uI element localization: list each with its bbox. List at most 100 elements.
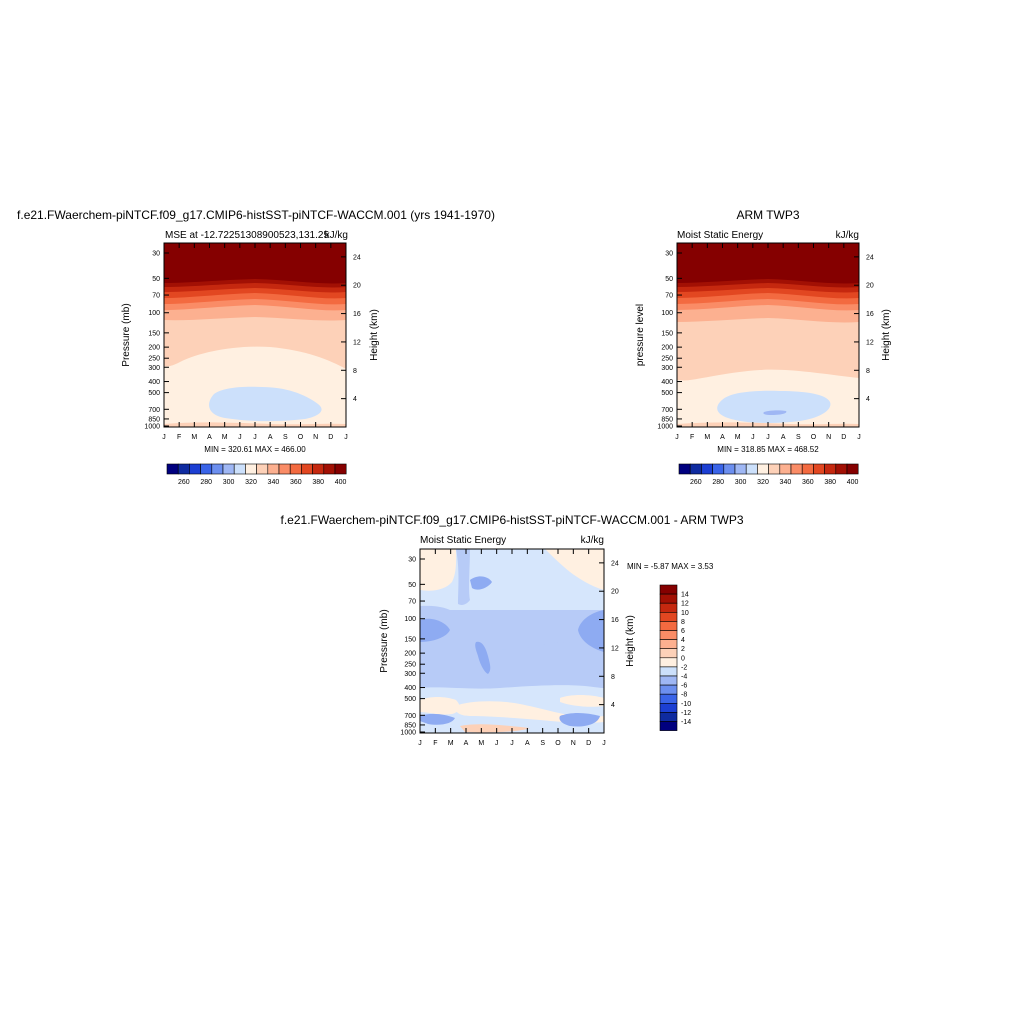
x-tick-label: O bbox=[811, 434, 817, 441]
x-tick-label: O bbox=[298, 434, 304, 441]
y-tick-label: 1000 bbox=[400, 730, 416, 737]
x-tick-label: A bbox=[207, 434, 212, 441]
x-tick-label: J bbox=[418, 740, 422, 747]
panel-diff-units: kJ/kg bbox=[581, 535, 604, 546]
colorbar-label: 360 bbox=[802, 479, 814, 486]
colorbar-label: 360 bbox=[290, 479, 302, 486]
colorbar-swatch bbox=[659, 657, 678, 668]
colorbar-swatch bbox=[200, 463, 213, 475]
x-tick-label: O bbox=[555, 740, 561, 747]
colorbar-swatch bbox=[659, 602, 678, 613]
y-right-tick-label: 4 bbox=[353, 396, 357, 403]
colorbar-swatch bbox=[659, 675, 678, 686]
colorbar-swatch bbox=[256, 463, 269, 475]
y-tick-label: 50 bbox=[408, 582, 416, 589]
y-tick-label: 150 bbox=[661, 330, 673, 337]
panel-model-title: f.e21.FWaerchem-piNTCF.f09_g17.CMIP6-his… bbox=[17, 208, 495, 222]
x-tick-label: M bbox=[222, 434, 228, 441]
x-tick-label: J bbox=[495, 740, 499, 747]
colorbar-swatch bbox=[323, 463, 336, 475]
y-axis-label: Pressure (mb) bbox=[121, 303, 132, 366]
colorbar-swatch bbox=[801, 463, 814, 475]
colorbar-swatch bbox=[659, 621, 678, 631]
colorbar-label: -8 bbox=[681, 692, 687, 699]
colorbar-label: 300 bbox=[223, 479, 235, 486]
panel-diff-left-subtitle: Moist Static Energy bbox=[420, 535, 506, 546]
y-tick-label: 250 bbox=[661, 356, 673, 363]
y-tick-label: 100 bbox=[148, 310, 160, 317]
colorbar-swatch bbox=[289, 463, 302, 475]
y-right-tick-label: 4 bbox=[611, 702, 615, 709]
colorbar-label: 260 bbox=[690, 479, 702, 486]
colorbar-label: 400 bbox=[847, 479, 859, 486]
y-right-tick-label: 8 bbox=[353, 368, 357, 375]
panel-diff-stats: MIN = -5.87 MAX = 3.53 bbox=[627, 562, 714, 571]
y-tick-label: 700 bbox=[661, 407, 673, 414]
colorbar-label: 10 bbox=[681, 610, 689, 617]
y-right-tick-label: 12 bbox=[353, 339, 361, 346]
colorbar-swatch bbox=[177, 463, 190, 475]
y-tick-label: 30 bbox=[665, 251, 673, 258]
y-right-axis-label: Height (km) bbox=[369, 309, 380, 361]
panel-model: f.e21.FWaerchem-piNTCF.f09_g17.CMIP6-his… bbox=[17, 208, 495, 454]
y-tick-label: 150 bbox=[404, 636, 416, 643]
colorbar-swatch bbox=[659, 639, 678, 649]
stats-label: MIN = 318.85 MAX = 468.52 bbox=[717, 445, 819, 454]
y-tick-label: 200 bbox=[404, 651, 416, 658]
x-tick-label: S bbox=[283, 434, 288, 441]
y-tick-label: 100 bbox=[404, 616, 416, 623]
y-right-axis-label: Height (km) bbox=[625, 615, 636, 667]
y-tick-label: 70 bbox=[152, 293, 160, 300]
colorbar-label: 320 bbox=[245, 479, 257, 486]
colorbar-swatch bbox=[334, 463, 347, 475]
x-tick-label: D bbox=[841, 434, 846, 441]
colorbar-swatch bbox=[659, 721, 678, 731]
colorbar-swatch bbox=[689, 463, 702, 475]
colorbar-label: 8 bbox=[681, 619, 685, 626]
colorbar-swatch bbox=[659, 712, 678, 722]
y-axis-label: Pressure (mb) bbox=[379, 609, 390, 672]
colorbar-swatch bbox=[659, 593, 678, 604]
panel-model-axes: J F M A M J J A S O N D J 30 50 70 100 150 200 250 300 400 500… bbox=[121, 243, 380, 454]
y-tick-label: 1000 bbox=[144, 424, 160, 431]
fill-above-410 bbox=[164, 243, 346, 284]
y-tick-label: 50 bbox=[152, 276, 160, 283]
colorbar-swatch bbox=[745, 463, 758, 475]
colorbar-swatch bbox=[233, 463, 246, 475]
y-tick-label: 50 bbox=[665, 276, 673, 283]
colorbar-label: -14 bbox=[681, 719, 691, 726]
fill-blob-minus4-c bbox=[578, 610, 604, 652]
fill-310-320 bbox=[763, 410, 787, 415]
colorbar-swatch bbox=[659, 693, 678, 704]
y-right-tick-label: 24 bbox=[611, 560, 619, 567]
y-right-tick-label: 8 bbox=[611, 674, 615, 681]
x-tick-label: J bbox=[675, 434, 679, 441]
x-tick-label: D bbox=[586, 740, 591, 747]
fill-top-right-0-2 bbox=[545, 549, 604, 590]
colorbar-swatch bbox=[245, 463, 257, 475]
y-tick-label: 400 bbox=[148, 379, 160, 386]
colorbar-swatch bbox=[166, 463, 179, 475]
y-right-tick-label: 24 bbox=[866, 254, 874, 261]
colorbar-swatch bbox=[846, 463, 859, 475]
colorbar-label: 260 bbox=[178, 479, 190, 486]
panel-diff: f.e21.FWaerchem-piNTCF.f09_g17.CMIP6-his… bbox=[281, 513, 744, 747]
colorbar-swatch bbox=[824, 463, 837, 475]
panel-obs-units: kJ/kg bbox=[836, 230, 859, 241]
colorbar-label: 0 bbox=[681, 655, 685, 662]
y-tick-label: 200 bbox=[661, 345, 673, 352]
fill-top-left-0-2 bbox=[420, 549, 457, 591]
colorbar-label: 4 bbox=[681, 637, 685, 644]
panel-obs-title: ARM TWP3 bbox=[736, 208, 799, 222]
y-tick-label: 300 bbox=[661, 365, 673, 372]
y-tick-label: 850 bbox=[404, 722, 416, 729]
colorbar-swatch bbox=[278, 463, 291, 475]
y-right-tick-label: 20 bbox=[353, 283, 361, 290]
x-tick-label: J bbox=[162, 434, 166, 441]
colorbar-label: 340 bbox=[780, 479, 792, 486]
fill-blob-minus4-a bbox=[470, 576, 492, 590]
colorbar-swatch bbox=[659, 630, 678, 640]
fill-320-330 bbox=[717, 390, 831, 423]
x-tick-label: J bbox=[253, 434, 257, 441]
x-tick-label: F bbox=[433, 740, 437, 747]
